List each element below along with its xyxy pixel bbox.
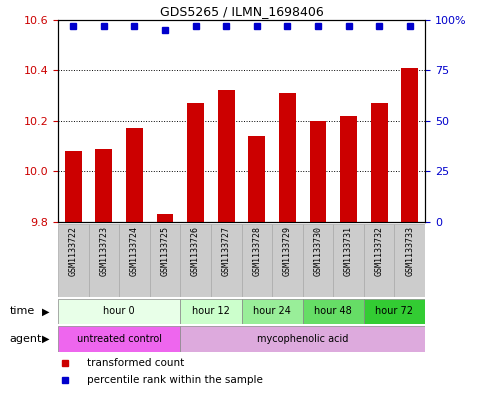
Text: ▶: ▶	[42, 307, 50, 316]
Text: percentile rank within the sample: percentile rank within the sample	[87, 375, 263, 386]
Bar	[150, 224, 180, 297]
Text: GSM1133731: GSM1133731	[344, 226, 353, 276]
Bar	[310, 121, 327, 222]
Bar	[126, 129, 143, 222]
Bar	[88, 224, 119, 297]
Text: hour 0: hour 0	[103, 307, 135, 316]
Text: GSM1133722: GSM1133722	[69, 226, 78, 276]
Bar	[303, 224, 333, 297]
Bar	[58, 299, 180, 324]
Text: hour 24: hour 24	[253, 307, 291, 316]
Bar	[248, 136, 265, 222]
Text: GSM1133724: GSM1133724	[130, 226, 139, 276]
Text: hour 72: hour 72	[375, 307, 413, 316]
Bar	[58, 326, 180, 352]
Bar	[180, 224, 211, 297]
Text: hour 12: hour 12	[192, 307, 230, 316]
Bar	[242, 224, 272, 297]
Text: ▶: ▶	[42, 334, 50, 344]
Bar	[333, 224, 364, 297]
Bar	[119, 224, 150, 297]
Bar	[340, 116, 357, 222]
Bar	[180, 326, 425, 352]
Title: GDS5265 / ILMN_1698406: GDS5265 / ILMN_1698406	[159, 6, 324, 18]
Bar	[272, 224, 303, 297]
Text: GSM1133728: GSM1133728	[252, 226, 261, 276]
Bar	[303, 299, 364, 324]
Text: mycophenolic acid: mycophenolic acid	[257, 334, 348, 344]
Text: GSM1133733: GSM1133733	[405, 226, 414, 276]
Text: GSM1133729: GSM1133729	[283, 226, 292, 276]
Text: GSM1133723: GSM1133723	[99, 226, 108, 276]
Text: GSM1133727: GSM1133727	[222, 226, 231, 276]
Bar	[58, 224, 88, 297]
Text: hour 48: hour 48	[314, 307, 352, 316]
Bar	[65, 151, 82, 222]
Text: GSM1133726: GSM1133726	[191, 226, 200, 276]
Text: untreated control: untreated control	[77, 334, 162, 344]
Bar	[187, 103, 204, 222]
Text: time: time	[10, 307, 35, 316]
Bar	[242, 299, 303, 324]
Bar	[364, 224, 395, 297]
Text: GSM1133725: GSM1133725	[160, 226, 170, 276]
Text: transformed count: transformed count	[87, 358, 185, 368]
Bar	[218, 90, 235, 222]
Bar	[279, 93, 296, 222]
Text: GSM1133732: GSM1133732	[375, 226, 384, 276]
Bar	[371, 103, 387, 222]
Text: GSM1133730: GSM1133730	[313, 226, 323, 276]
Bar	[364, 299, 425, 324]
Bar	[395, 224, 425, 297]
Bar	[401, 68, 418, 222]
Bar	[180, 299, 242, 324]
Text: agent: agent	[10, 334, 42, 344]
Bar	[96, 149, 112, 222]
Bar	[211, 224, 242, 297]
Bar	[156, 215, 173, 222]
